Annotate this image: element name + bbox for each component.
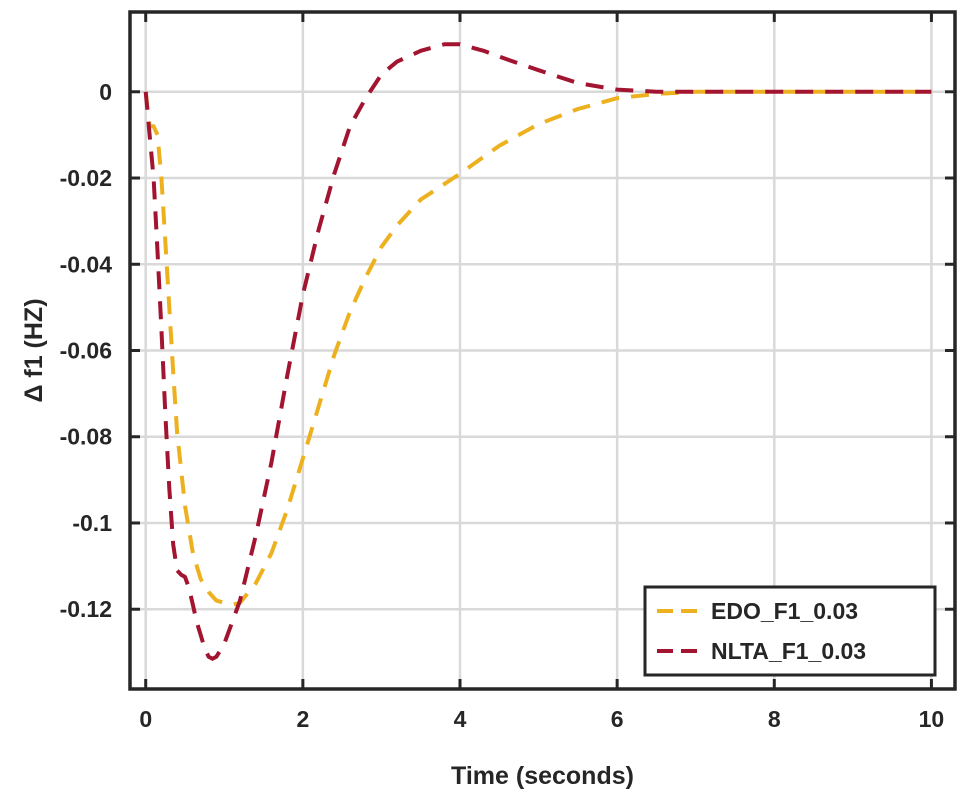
y-tick-label: 0 [99,79,112,105]
legend: EDO_F1_0.03 NLTA_F1_0.03 [643,585,937,677]
x-tick-label: 0 [139,706,152,732]
legend-label: NLTA_F1_0.03 [711,638,866,664]
y-tick-label: -0.06 [60,338,112,364]
tick-labels: 0 2 4 6 8 10 0 -0.02 -0.04 -0.06 -0.08 -0.1 -0.12 [60,79,945,732]
grid [130,12,955,689]
x-tick-label: 8 [768,706,781,732]
x-axis-title: Time (seconds) [451,762,634,790]
legend-box [643,585,937,677]
y-tick-label: -0.04 [60,251,113,277]
series-line-2 [143,42,932,661]
y-tick-label: -0.02 [60,165,112,191]
series-group [143,42,932,661]
axes [128,10,957,691]
y-tick-label: -0.1 [72,510,112,536]
x-tick-label: 6 [611,706,624,732]
y-axis-title: Δ f1 (HZ) [20,298,48,402]
x-tick-label: 10 [919,706,945,732]
series-line-1 [143,89,932,607]
y-tick-label: -0.08 [60,424,113,450]
y-tick-label: -0.12 [60,596,112,622]
x-tick-label: 2 [296,706,309,732]
legend-label: EDO_F1_0.03 [711,598,858,624]
x-tick-label: 4 [454,706,467,732]
